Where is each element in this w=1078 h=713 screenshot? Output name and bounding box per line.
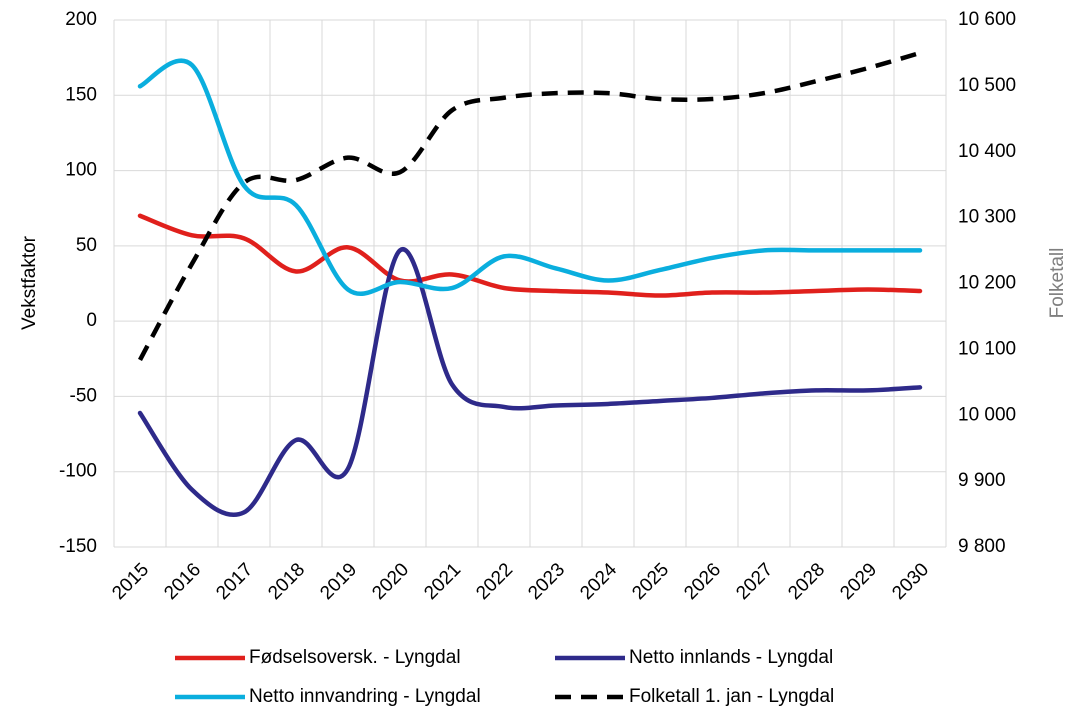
series-line	[137, 247, 923, 518]
y-tick-label: -100	[59, 461, 97, 482]
y2-axis-title: Folketall	[1047, 248, 1068, 319]
y-tick-label: 100	[65, 160, 97, 181]
x-tick-label: 2016	[160, 559, 205, 604]
x-tick-label: 2027	[732, 559, 777, 604]
series-line	[138, 50, 921, 361]
x-tick-label: 2025	[628, 559, 673, 604]
y-tick-label: 50	[76, 235, 97, 256]
x-tick-label: 2024	[576, 559, 621, 604]
series-line	[137, 58, 923, 297]
x-tick-label: 2023	[524, 559, 569, 604]
x-tick-label: 2015	[108, 559, 153, 604]
y-tick-label: -50	[70, 385, 97, 406]
y2-tick-label: 10 100	[958, 338, 1016, 359]
y-tick-label: 0	[86, 310, 97, 331]
y2-tick-label: 10 000	[958, 404, 1016, 425]
x-tick-label: 2028	[784, 559, 829, 604]
x-tick-label: 2021	[420, 559, 465, 604]
y-tick-label: -150	[59, 536, 97, 557]
x-tick-label: 2017	[212, 559, 257, 604]
y-tick-label: 200	[65, 9, 97, 30]
x-tick-label: 2018	[264, 559, 309, 604]
y2-tick-label: 9 900	[958, 470, 1006, 491]
y2-tick-label: 10 500	[958, 75, 1016, 96]
x-tick-label: 2026	[680, 559, 725, 604]
series-line	[137, 213, 923, 298]
y2-tick-label: 10 200	[958, 273, 1016, 294]
x-tick-label: 2030	[888, 559, 933, 604]
legend-label: Folketall 1. jan - Lyngdal	[629, 686, 834, 707]
x-tick-label: 2020	[368, 559, 413, 604]
x-tick-label: 2019	[316, 559, 361, 604]
y2-tick-label: 10 400	[958, 141, 1016, 162]
legend-label: Netto innvandring - Lyngdal	[249, 686, 481, 707]
y2-tick-label: 10 600	[958, 9, 1016, 30]
x-tick-label: 2022	[472, 559, 517, 604]
legend-label: Netto innlands - Lyngdal	[629, 647, 833, 668]
x-tick-label: 2029	[836, 559, 881, 604]
y2-tick-label: 9 800	[958, 536, 1006, 557]
y-tick-label: 150	[65, 84, 97, 105]
y-axis-title: Vekstfaktor	[19, 235, 40, 330]
legend-label: Fødselsoversk. - Lyngdal	[249, 647, 461, 668]
y2-tick-label: 10 300	[958, 207, 1016, 228]
